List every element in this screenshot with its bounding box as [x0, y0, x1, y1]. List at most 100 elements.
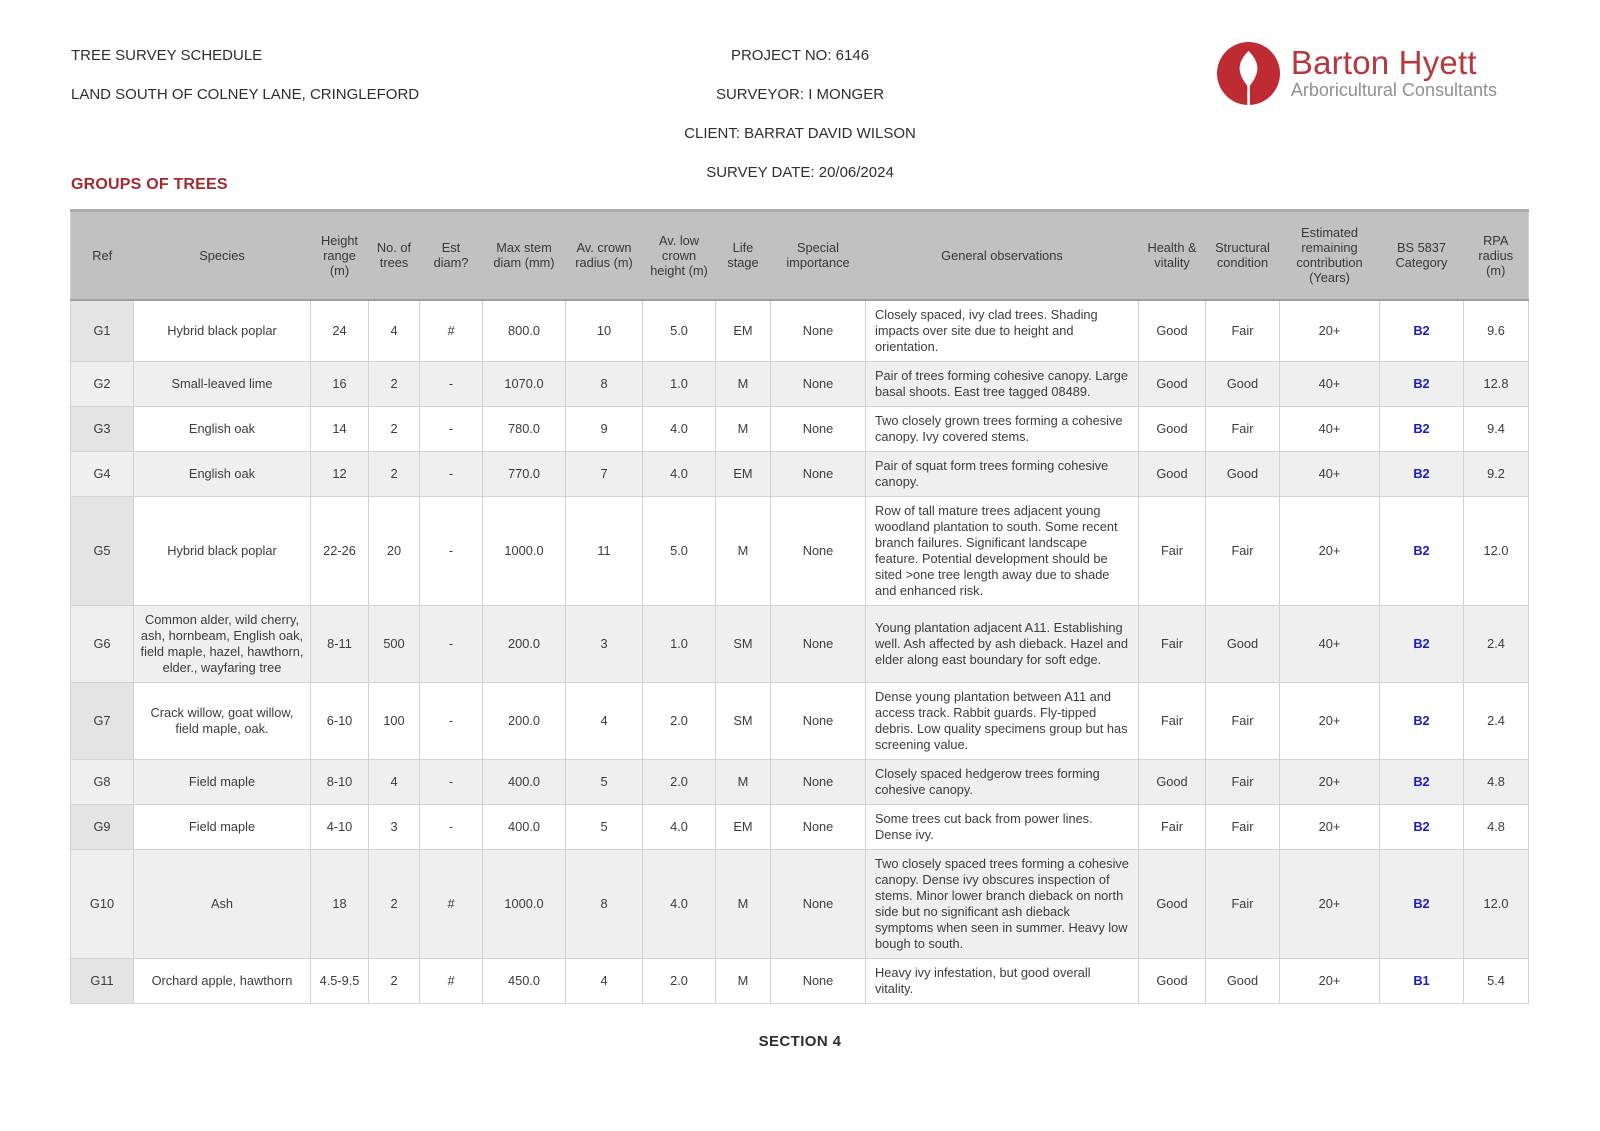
cell-av_low_crown: 1.0: [642, 604, 716, 683]
cell-life_stage: M: [715, 848, 771, 959]
col-header-ref: Ref: [70, 210, 134, 301]
cell-max_stem: 1070.0: [482, 360, 566, 407]
cell-no_trees: 100: [368, 681, 420, 760]
cell-special: None: [770, 803, 866, 850]
cell-structural: Fair: [1205, 299, 1280, 362]
cell-contribution: 20+: [1279, 758, 1380, 805]
tree-survey-table: Ref Species Height range (m) No. of trees Es…: [70, 209, 1529, 1004]
cell-observations: Closely spaced, ivy clad trees. Shading …: [865, 299, 1139, 362]
cell-observations: Young plantation adjacent A11. Establish…: [865, 604, 1139, 683]
cell-category: B1: [1379, 957, 1464, 1004]
cell-species: Field maple: [133, 803, 311, 850]
cell-contribution: 40+: [1279, 405, 1380, 452]
cell-rpa: 9.2: [1463, 450, 1529, 497]
cell-height_range: 24: [310, 299, 369, 362]
cell-observations: Some trees cut back from power lines. De…: [865, 803, 1139, 850]
company-name: Barton Hyett: [1290, 43, 1477, 81]
cell-height_range: 4.5-9.5: [310, 957, 369, 1004]
cell-rpa: 5.4: [1463, 957, 1529, 1004]
cell-observations: Heavy ivy infestation, but good overall …: [865, 957, 1139, 1004]
cell-health: Good: [1138, 405, 1206, 452]
cell-est_diam: -: [419, 450, 483, 497]
cell-av_low_crown: 5.0: [642, 299, 716, 362]
company-logo: Barton Hyett Arboricultural Consultants: [1216, 42, 1497, 105]
cell-category: B2: [1379, 758, 1464, 805]
cell-max_stem: 780.0: [482, 405, 566, 452]
cell-rpa: 9.4: [1463, 405, 1529, 452]
cell-species: Small-leaved lime: [133, 360, 311, 407]
cell-av_low_crown: 4.0: [642, 450, 716, 497]
cell-no_trees: 2: [368, 957, 420, 1004]
site-address: LAND SOUTH OF COLNEY LANE, CRINGLEFORD: [71, 86, 420, 103]
cell-no_trees: 500: [368, 604, 420, 683]
table-row: G4 English oak 12 2-770.0 7 4.0 EM None Pair of …: [70, 450, 1529, 497]
cell-no_trees: 2: [368, 450, 420, 497]
cell-av_crown_radius: 4: [565, 681, 643, 760]
cell-height_range: 8-10: [310, 758, 369, 805]
cell-species: Field maple: [133, 758, 311, 805]
cell-contribution: 40+: [1279, 450, 1380, 497]
cell-rpa: 9.6: [1463, 299, 1529, 362]
cell-av_low_crown: 5.0: [642, 495, 716, 606]
doc-title: TREE SURVEY SCHEDULE: [71, 47, 263, 64]
col-header-species: Species: [133, 210, 311, 301]
cell-life_stage: M: [715, 405, 771, 452]
col-header-category: BS 5837 Category: [1379, 210, 1464, 301]
leaf-circle-icon: [1216, 42, 1280, 105]
table-row: G2 Small-leaved lime 16 2-1070.0 8 1.0 M None Pa…: [70, 360, 1529, 407]
cell-structural: Fair: [1205, 405, 1280, 452]
cell-structural: Fair: [1205, 681, 1280, 760]
cell-life_stage: EM: [715, 450, 771, 497]
cell-observations: Pair of squat form trees forming cohesiv…: [865, 450, 1139, 497]
cell-av_low_crown: 2.0: [642, 758, 716, 805]
table-row: G1 Hybrid black poplar 24 4 #800.0 10 5.0 EM Non…: [70, 299, 1529, 362]
col-header-av_low_crown: Av. low crown height (m): [642, 210, 716, 301]
cell-structural: Good: [1205, 604, 1280, 683]
col-header-no_trees: No. of trees: [368, 210, 420, 301]
cell-rpa: 12.0: [1463, 495, 1529, 606]
col-header-contribution: Estimated remaining contribution (Years): [1279, 210, 1380, 301]
cell-est_diam: -: [419, 758, 483, 805]
cell-est_diam: -: [419, 360, 483, 407]
cell-health: Good: [1138, 360, 1206, 407]
cell-health: Fair: [1138, 681, 1206, 760]
cell-est_diam: -: [419, 405, 483, 452]
cell-av_crown_radius: 5: [565, 803, 643, 850]
survey-date: SURVEY DATE: 20/06/2024: [706, 164, 894, 181]
cell-structural: Good: [1205, 450, 1280, 497]
cell-av_crown_radius: 3: [565, 604, 643, 683]
cell-life_stage: EM: [715, 299, 771, 362]
cell-no_trees: 2: [368, 405, 420, 452]
cell-height_range: 4-10: [310, 803, 369, 850]
logo-text: Barton Hyett Arboricultural Consultants: [1291, 46, 1497, 102]
cell-observations: Closely spaced hedgerow trees forming co…: [865, 758, 1139, 805]
cell-life_stage: M: [715, 495, 771, 606]
section-heading: GROUPS OF TREES: [71, 176, 228, 193]
cell-rpa: 4.8: [1463, 803, 1529, 850]
cell-species: Ash: [133, 848, 311, 959]
cell-species: Hybrid black poplar: [133, 299, 311, 362]
cell-height_range: 14: [310, 405, 369, 452]
cell-ref: G5: [70, 495, 134, 606]
cell-health: Fair: [1138, 495, 1206, 606]
table-row: G7 Crack willow, goat willow, field maple…: [70, 681, 1529, 760]
cell-ref: G3: [70, 405, 134, 452]
cell-category: B2: [1379, 604, 1464, 683]
cell-ref: G2: [70, 360, 134, 407]
cell-ref: G10: [70, 848, 134, 959]
table-row: G9 Field maple 4-10 3-400.0 5 4.0 EM None Some t…: [70, 803, 1529, 850]
col-header-height_range: Height range (m): [310, 210, 369, 301]
cell-observations: Dense young plantation between A11 and a…: [865, 681, 1139, 760]
cell-height_range: 22-26: [310, 495, 369, 606]
cell-av_low_crown: 2.0: [642, 957, 716, 1004]
cell-no_trees: 4: [368, 758, 420, 805]
cell-life_stage: SM: [715, 604, 771, 683]
cell-species: English oak: [133, 405, 311, 452]
cell-special: None: [770, 957, 866, 1004]
cell-rpa: 12.0: [1463, 848, 1529, 959]
cell-contribution: 40+: [1279, 360, 1380, 407]
cell-category: B2: [1379, 299, 1464, 362]
client: CLIENT: BARRAT DAVID WILSON: [684, 125, 916, 142]
cell-rpa: 2.4: [1463, 681, 1529, 760]
cell-special: None: [770, 405, 866, 452]
